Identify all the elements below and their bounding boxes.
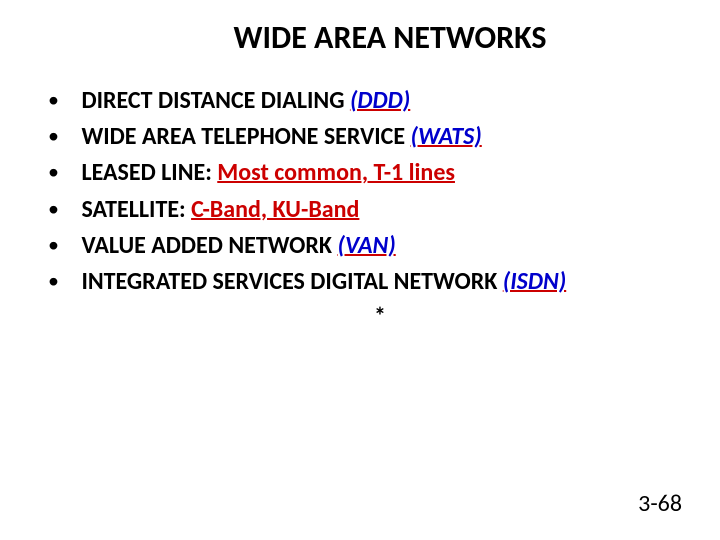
slide-title: WIDE AREA NETWORKS [90,18,690,57]
item-lead: LEASED LINE: [81,158,217,187]
center-asterisk: * [70,302,690,331]
item-acronym: (ISDN) [503,267,566,296]
list-item: LEASED LINE: Most common, T-1 lines [48,157,690,188]
list-item: VALUE ADDED NETWORK (VAN) [48,230,690,261]
item-lead: VALUE ADDED NETWORK [81,231,337,260]
item-redtext: C-Band, KU-Band [191,195,359,224]
slide: WIDE AREA NETWORKS DIRECT DISTANCE DIALI… [0,0,720,540]
list-item: WIDE AREA TELEPHONE SERVICE (WATS) [48,121,690,152]
item-lead: INTEGRATED SERVICES DIGITAL NETWORK [81,267,502,296]
bullet-list: DIRECT DISTANCE DIALING (DDD) WIDE AREA … [30,85,690,297]
item-redtext: Most common, T-1 lines [217,158,455,187]
item-acronym: (WATS) [411,122,482,151]
page-number: 3-68 [638,489,682,518]
list-item: INTEGRATED SERVICES DIGITAL NETWORK (ISD… [48,266,690,297]
item-acronym: (DDD) [350,86,410,115]
item-lead: WIDE AREA TELEPHONE SERVICE [81,122,410,151]
item-lead: DIRECT DISTANCE DIALING [81,86,350,115]
list-item: DIRECT DISTANCE DIALING (DDD) [48,85,690,116]
item-acronym: (VAN) [337,231,395,260]
item-lead: SATELLITE: [81,195,191,224]
list-item: SATELLITE: C-Band, KU-Band [48,194,690,225]
